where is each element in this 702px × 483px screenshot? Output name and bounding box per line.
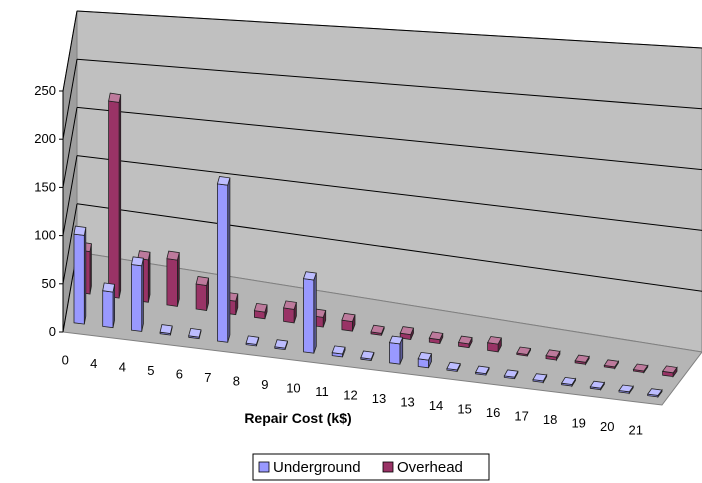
bar-underground-1 (102, 282, 116, 329)
bar-underground-17 (560, 376, 577, 388)
bar-overhead-13 (457, 335, 473, 349)
bar-underground-19 (618, 384, 634, 395)
x-tick-label: 8 (233, 374, 240, 389)
x-tick-label: 17 (514, 408, 528, 423)
y-tick-label: 0 (49, 324, 56, 339)
x-tick-label: 7 (204, 370, 211, 385)
legend-label-underground: Underground (273, 459, 361, 476)
x-tick-label: 15 (457, 401, 471, 416)
legend-box (252, 453, 490, 481)
bar-underground-3 (159, 324, 173, 336)
gridline (76, 58, 702, 110)
gridline-side (62, 59, 78, 140)
x-tick-label: 13 (400, 394, 414, 409)
x-tick-label: 16 (486, 405, 500, 420)
x-axis-title: Repair Cost (k$) (244, 410, 351, 426)
legend-label-overhead: Overhead (397, 459, 463, 476)
y-tick-label: 200 (34, 131, 56, 146)
x-tick-label: 4 (90, 356, 97, 371)
legend-swatch-underground (258, 461, 270, 473)
x-tick-label: 5 (147, 363, 154, 378)
bar-overhead-14 (486, 336, 503, 353)
bar-underground-6 (245, 335, 260, 347)
bar-underground-8 (302, 271, 317, 354)
x-tick-label: 18 (543, 412, 557, 427)
bar-overhead-10 (370, 324, 385, 336)
y-tick-label: 150 (34, 179, 56, 194)
bar-overhead-4 (195, 276, 210, 311)
bar-overhead-6 (253, 302, 268, 320)
bar-underground-7 (274, 339, 289, 351)
x-tick-label: 19 (571, 415, 585, 430)
x-tick-label: 0 (62, 353, 69, 368)
bar-underground-5 (216, 176, 231, 343)
bar-underground-20 (646, 388, 663, 399)
bars (73, 92, 678, 399)
x-tick-label: 13 (372, 391, 386, 406)
bar-underground-13 (446, 361, 461, 372)
bar-overhead-17 (574, 354, 590, 366)
gridline-side (62, 10, 78, 92)
legend-swatch-overhead (382, 461, 394, 473)
bar-underground-0 (73, 225, 87, 325)
x-tick-label: 21 (629, 422, 643, 437)
x-tick-label: 12 (343, 388, 357, 403)
legend: Underground Overhead (252, 453, 490, 481)
bar-underground-12 (417, 351, 433, 369)
x-tick-label: 6 (176, 367, 183, 382)
bar-underground-9 (331, 345, 346, 358)
bar-overhead-15 (516, 346, 532, 357)
gridline (76, 203, 702, 292)
bar-overhead-19 (632, 363, 649, 374)
bar-underground-14 (474, 365, 490, 376)
bar-underground-16 (532, 373, 548, 384)
x-tick-label: 10 (286, 381, 300, 396)
x-tick-label: 20 (600, 419, 614, 434)
x-tick-label: 11 (315, 384, 329, 399)
bar-underground-2 (130, 256, 144, 332)
bar-underground-15 (503, 369, 519, 380)
bar-underground-4 (188, 327, 202, 340)
x-tick-label: 4 (119, 360, 126, 375)
gridline (76, 155, 702, 231)
x-axis: 0 4 4 5 6 7 8 9 10 11 12 13 13 14 15 16 17 18 19 20 21 (62, 353, 643, 438)
bar-overhead-7 (283, 300, 297, 324)
bar-overhead-20 (661, 365, 678, 378)
gridlines (62, 10, 702, 333)
bar-underground-10 (360, 350, 375, 361)
bar-overhead-12 (428, 331, 444, 345)
gridline (76, 106, 702, 171)
bar-overhead-18 (603, 359, 620, 370)
bar-underground-18 (589, 380, 606, 392)
bar-overhead-1 (108, 92, 122, 299)
y-tick-label: 100 (34, 228, 56, 243)
x-tick-label: 14 (429, 398, 443, 413)
gridline-side (62, 203, 78, 284)
chart-walls (62, 10, 702, 406)
gridline-side (62, 155, 78, 236)
x-tick-label: 9 (261, 377, 268, 392)
gridline-side (62, 107, 78, 188)
y-tick-label: 250 (34, 83, 56, 98)
gridline (76, 10, 702, 49)
bar-overhead-3 (166, 250, 180, 307)
bar-overhead-9 (341, 312, 356, 332)
bar-overhead-16 (545, 349, 561, 362)
y-axis: 0 50 100 150 200 250 (34, 83, 64, 339)
y-tick-label: 50 (42, 276, 56, 291)
bar-underground-11 (388, 335, 404, 365)
